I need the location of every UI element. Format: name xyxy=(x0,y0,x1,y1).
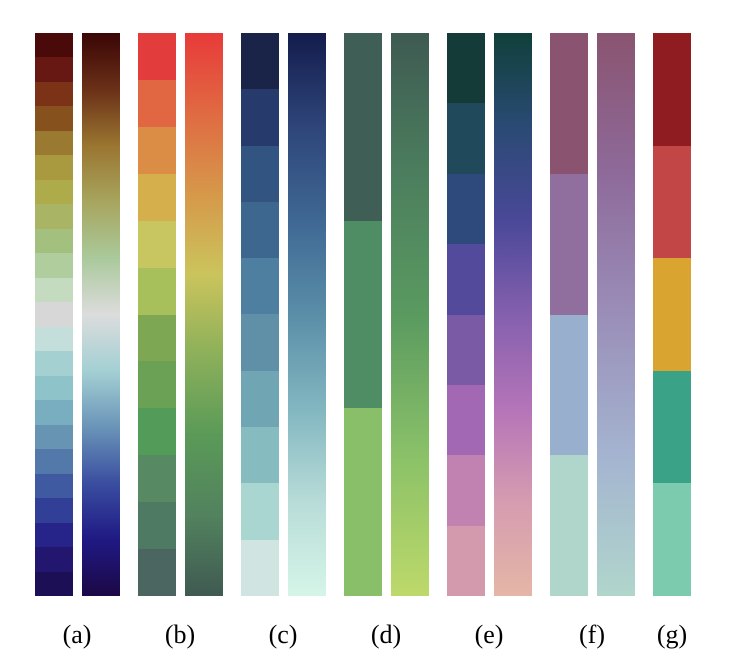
panel-b-swatch-5 xyxy=(138,220,176,268)
panel-c-swatch-4 xyxy=(241,201,279,259)
panel-a-swatch-22 xyxy=(35,547,73,572)
panel-a-discrete-bar xyxy=(35,33,73,597)
panel-c-swatch-3 xyxy=(241,145,279,202)
panel-e-swatch-5 xyxy=(447,314,485,385)
panel-g-discrete-bar xyxy=(653,33,691,596)
panel-g-swatch-3 xyxy=(653,258,691,371)
panel-a-swatch-17 xyxy=(35,424,73,450)
panel-c-swatch-1 xyxy=(241,33,279,90)
panel-c-discrete-bar xyxy=(241,33,279,596)
panel-g-swatch-4 xyxy=(653,370,691,484)
panel-b-swatch-6 xyxy=(138,267,176,315)
panel-d-label: (d) xyxy=(370,620,402,649)
panel-d-gradient-bar xyxy=(391,33,429,596)
panel-a-swatch-23 xyxy=(35,571,73,597)
panel-b-swatch-4 xyxy=(138,173,176,221)
panel-g-label: (g) xyxy=(656,620,688,649)
panel-e-gradient-bar xyxy=(494,33,532,596)
panel-a-swatch-15 xyxy=(35,375,73,401)
panel-b-swatch-1 xyxy=(138,33,176,80)
panel-c-gradient-bar xyxy=(288,33,326,596)
panel-a-swatch-12 xyxy=(35,302,73,327)
panel-e-swatch-2 xyxy=(447,103,485,174)
panel-b-gradient-bar xyxy=(185,33,223,596)
panel-b-swatch-2 xyxy=(138,79,176,127)
panel-a-swatch-18 xyxy=(35,449,73,474)
panel-b-swatch-8 xyxy=(138,361,176,409)
panel-a-swatch-9 xyxy=(35,228,73,254)
panel-a-gradient-bar xyxy=(82,33,120,596)
panel-f-swatch-1 xyxy=(550,33,588,174)
panel-a-swatch-21 xyxy=(35,522,73,548)
panel-a-label: (a) xyxy=(62,620,92,649)
panel-e-swatch-7 xyxy=(447,455,485,526)
panel-g-swatch-2 xyxy=(653,145,691,259)
panel-a-swatch-5 xyxy=(35,130,73,156)
panel-f-discrete-bar xyxy=(550,33,588,596)
panel-a-swatch-4 xyxy=(35,106,73,131)
panel-a-swatch-7 xyxy=(35,179,73,205)
panel-b-label: (b) xyxy=(164,620,196,649)
panel-e-swatch-4 xyxy=(447,244,485,315)
panel-f-swatch-2 xyxy=(550,173,588,315)
panel-a-swatch-16 xyxy=(35,400,73,425)
panel-b-swatch-11 xyxy=(138,502,176,550)
panel-f-swatch-4 xyxy=(550,455,588,596)
panel-a-swatch-8 xyxy=(35,204,73,229)
panel-a-swatch-6 xyxy=(35,155,73,180)
panel-c-swatch-6 xyxy=(241,314,279,371)
panel-b-swatch-3 xyxy=(138,126,176,174)
panel-a-swatch-3 xyxy=(35,81,73,107)
panel-c-swatch-2 xyxy=(241,89,279,146)
panel-b-swatch-7 xyxy=(138,314,176,362)
panel-a-swatch-10 xyxy=(35,253,73,278)
panel-a-swatch-13 xyxy=(35,326,73,352)
panel-e-swatch-3 xyxy=(447,173,485,245)
panel-f-swatch-3 xyxy=(550,314,588,456)
panel-e-swatch-6 xyxy=(447,384,485,456)
panel-b-swatch-12 xyxy=(138,549,176,597)
panel-g-swatch-5 xyxy=(653,483,691,596)
panel-b-discrete-bar xyxy=(138,33,176,597)
panel-a-swatch-14 xyxy=(35,351,73,376)
panel-b-swatch-9 xyxy=(138,408,176,456)
panel-e-discrete-bar xyxy=(447,33,485,596)
panel-a-swatch-11 xyxy=(35,277,73,303)
panel-d-discrete-bar xyxy=(344,33,382,597)
panel-a-swatch-2 xyxy=(35,57,73,82)
panel-d-swatch-1 xyxy=(344,33,382,221)
panel-a-swatch-19 xyxy=(35,473,73,499)
panel-e-label: (e) xyxy=(474,620,504,649)
panel-f-gradient-bar xyxy=(597,33,635,596)
panel-e-swatch-1 xyxy=(447,33,485,104)
panel-c-label: (c) xyxy=(268,620,298,649)
panel-d-swatch-3 xyxy=(344,408,382,597)
panel-c-swatch-7 xyxy=(241,370,279,428)
panel-d-swatch-2 xyxy=(344,220,382,409)
panel-f-label: (f) xyxy=(579,620,605,649)
panel-c-swatch-8 xyxy=(241,427,279,484)
panel-c-swatch-9 xyxy=(241,483,279,540)
panel-c-swatch-5 xyxy=(241,258,279,315)
panel-b-swatch-10 xyxy=(138,455,176,503)
panel-c-swatch-10 xyxy=(241,539,279,596)
panel-g-swatch-1 xyxy=(653,33,691,146)
panel-a-swatch-1 xyxy=(35,33,73,58)
panel-e-swatch-8 xyxy=(447,525,485,596)
panel-a-swatch-20 xyxy=(35,498,73,523)
